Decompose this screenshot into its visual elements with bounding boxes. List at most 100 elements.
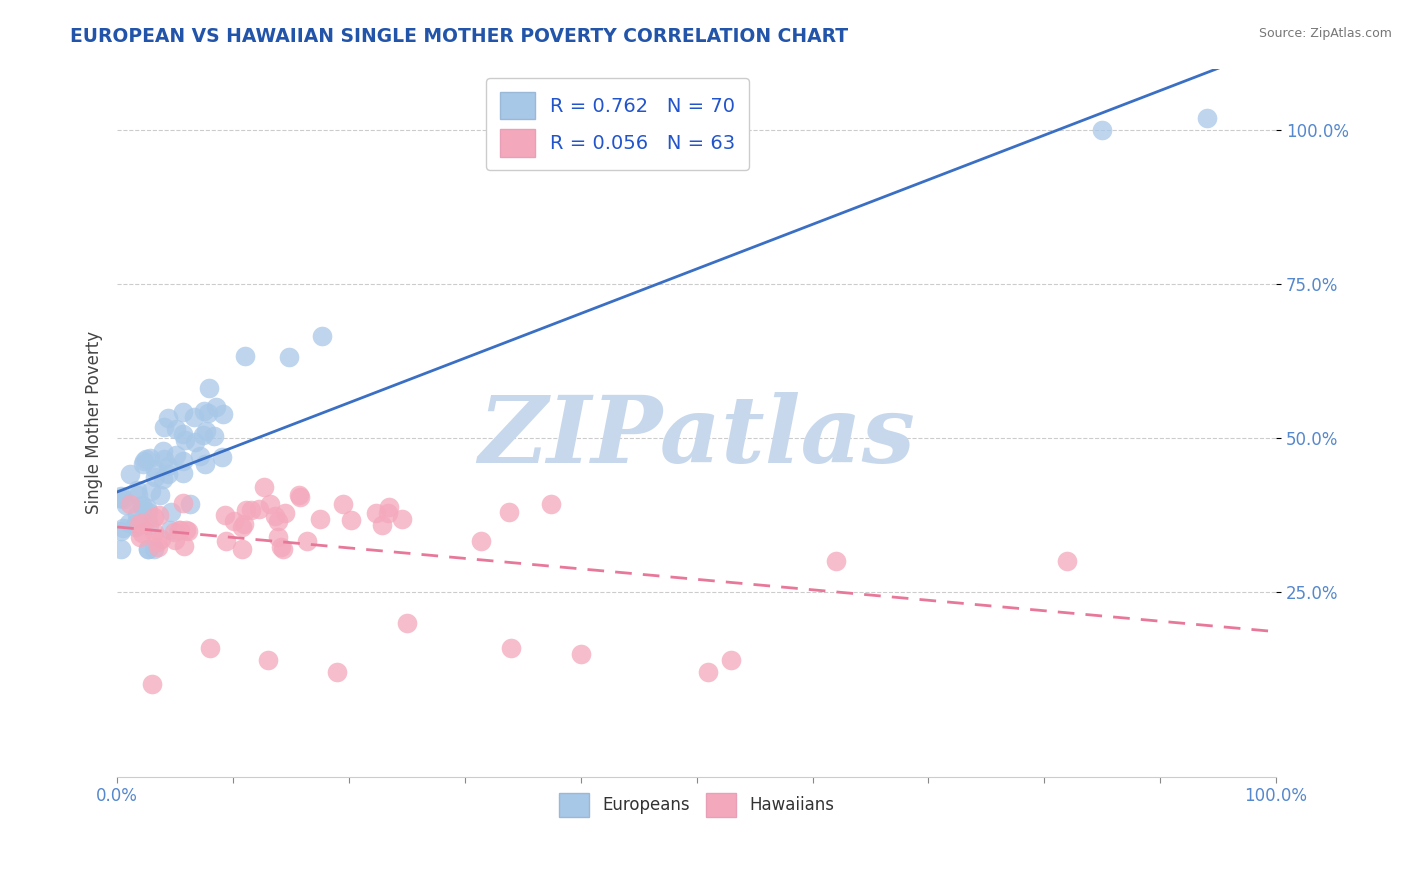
- Point: [127, 508, 149, 523]
- Point: [149, 532, 172, 546]
- Point: [146, 535, 169, 549]
- Point: [267, 530, 290, 544]
- Point: [233, 516, 256, 531]
- Text: Source: ZipAtlas.com: Source: ZipAtlas.com: [1258, 27, 1392, 40]
- Point: [153, 452, 176, 467]
- Point: [131, 502, 153, 516]
- Point: [125, 517, 148, 532]
- Point: [184, 434, 207, 449]
- Point: [233, 349, 256, 363]
- Point: [125, 516, 148, 531]
- Point: [183, 410, 205, 425]
- Point: [224, 514, 246, 528]
- Point: [165, 533, 187, 548]
- Point: [172, 405, 194, 419]
- Point: [231, 541, 253, 556]
- Point: [110, 524, 132, 539]
- Point: [191, 428, 214, 442]
- Point: [131, 457, 153, 471]
- Point: [159, 523, 181, 537]
- Point: [139, 450, 162, 465]
- Point: [172, 496, 194, 510]
- Point: [131, 525, 153, 540]
- Point: [257, 653, 280, 667]
- Point: [162, 525, 184, 540]
- Point: [136, 541, 159, 556]
- Point: [141, 677, 163, 691]
- Point: [165, 448, 187, 462]
- Point: [172, 454, 194, 468]
- Point: [143, 510, 166, 524]
- Point: [118, 516, 141, 530]
- Point: [118, 497, 141, 511]
- Text: ZIPatlas: ZIPatlas: [478, 392, 915, 482]
- Point: [211, 450, 233, 464]
- Point: [136, 541, 159, 556]
- Point: [194, 457, 217, 471]
- Point: [273, 541, 295, 556]
- Point: [215, 533, 238, 548]
- Point: [115, 499, 138, 513]
- Point: [247, 502, 270, 516]
- Point: [136, 506, 159, 520]
- Point: [148, 508, 170, 522]
- Point: [152, 420, 174, 434]
- Point: [172, 427, 194, 442]
- Point: [214, 508, 236, 522]
- Point: [308, 512, 330, 526]
- Point: [156, 410, 179, 425]
- Point: [172, 466, 194, 480]
- Point: [193, 403, 215, 417]
- Point: [311, 329, 333, 343]
- Point: [174, 434, 197, 448]
- Point: [173, 539, 195, 553]
- Point: [135, 501, 157, 516]
- Point: [110, 491, 132, 506]
- Point: [288, 488, 311, 502]
- Point: [118, 467, 141, 481]
- Y-axis label: Single Mother Poverty: Single Mother Poverty: [86, 331, 103, 515]
- Point: [176, 523, 198, 537]
- Point: [274, 506, 297, 520]
- Point: [167, 524, 190, 538]
- Point: [131, 498, 153, 512]
- Point: [1091, 123, 1114, 137]
- Point: [169, 523, 191, 537]
- Point: [297, 533, 319, 548]
- Point: [132, 454, 155, 468]
- Point: [129, 530, 152, 544]
- Point: [569, 647, 592, 661]
- Point: [139, 483, 162, 498]
- Point: [259, 497, 281, 511]
- Point: [277, 350, 299, 364]
- Point: [198, 381, 221, 395]
- Point: [288, 490, 311, 504]
- Point: [143, 524, 166, 539]
- Point: [142, 541, 165, 556]
- Point: [211, 407, 233, 421]
- Point: [156, 467, 179, 482]
- Point: [188, 450, 211, 464]
- Point: [111, 492, 134, 507]
- Point: [179, 497, 201, 511]
- Point: [205, 400, 228, 414]
- Point: [110, 489, 132, 503]
- Point: [197, 407, 219, 421]
- Point: [267, 514, 290, 528]
- Point: [110, 541, 132, 556]
- Point: [202, 428, 225, 442]
- Point: [231, 519, 253, 533]
- Legend: Europeans, Hawaiians: Europeans, Hawaiians: [550, 785, 844, 825]
- Point: [138, 517, 160, 532]
- Point: [112, 521, 135, 535]
- Point: [498, 505, 520, 519]
- Point: [370, 518, 392, 533]
- Point: [194, 424, 217, 438]
- Point: [395, 615, 418, 630]
- Point: [540, 497, 562, 511]
- Point: [340, 513, 363, 527]
- Point: [131, 516, 153, 530]
- Point: [177, 524, 200, 538]
- Point: [270, 541, 292, 555]
- Point: [501, 640, 523, 655]
